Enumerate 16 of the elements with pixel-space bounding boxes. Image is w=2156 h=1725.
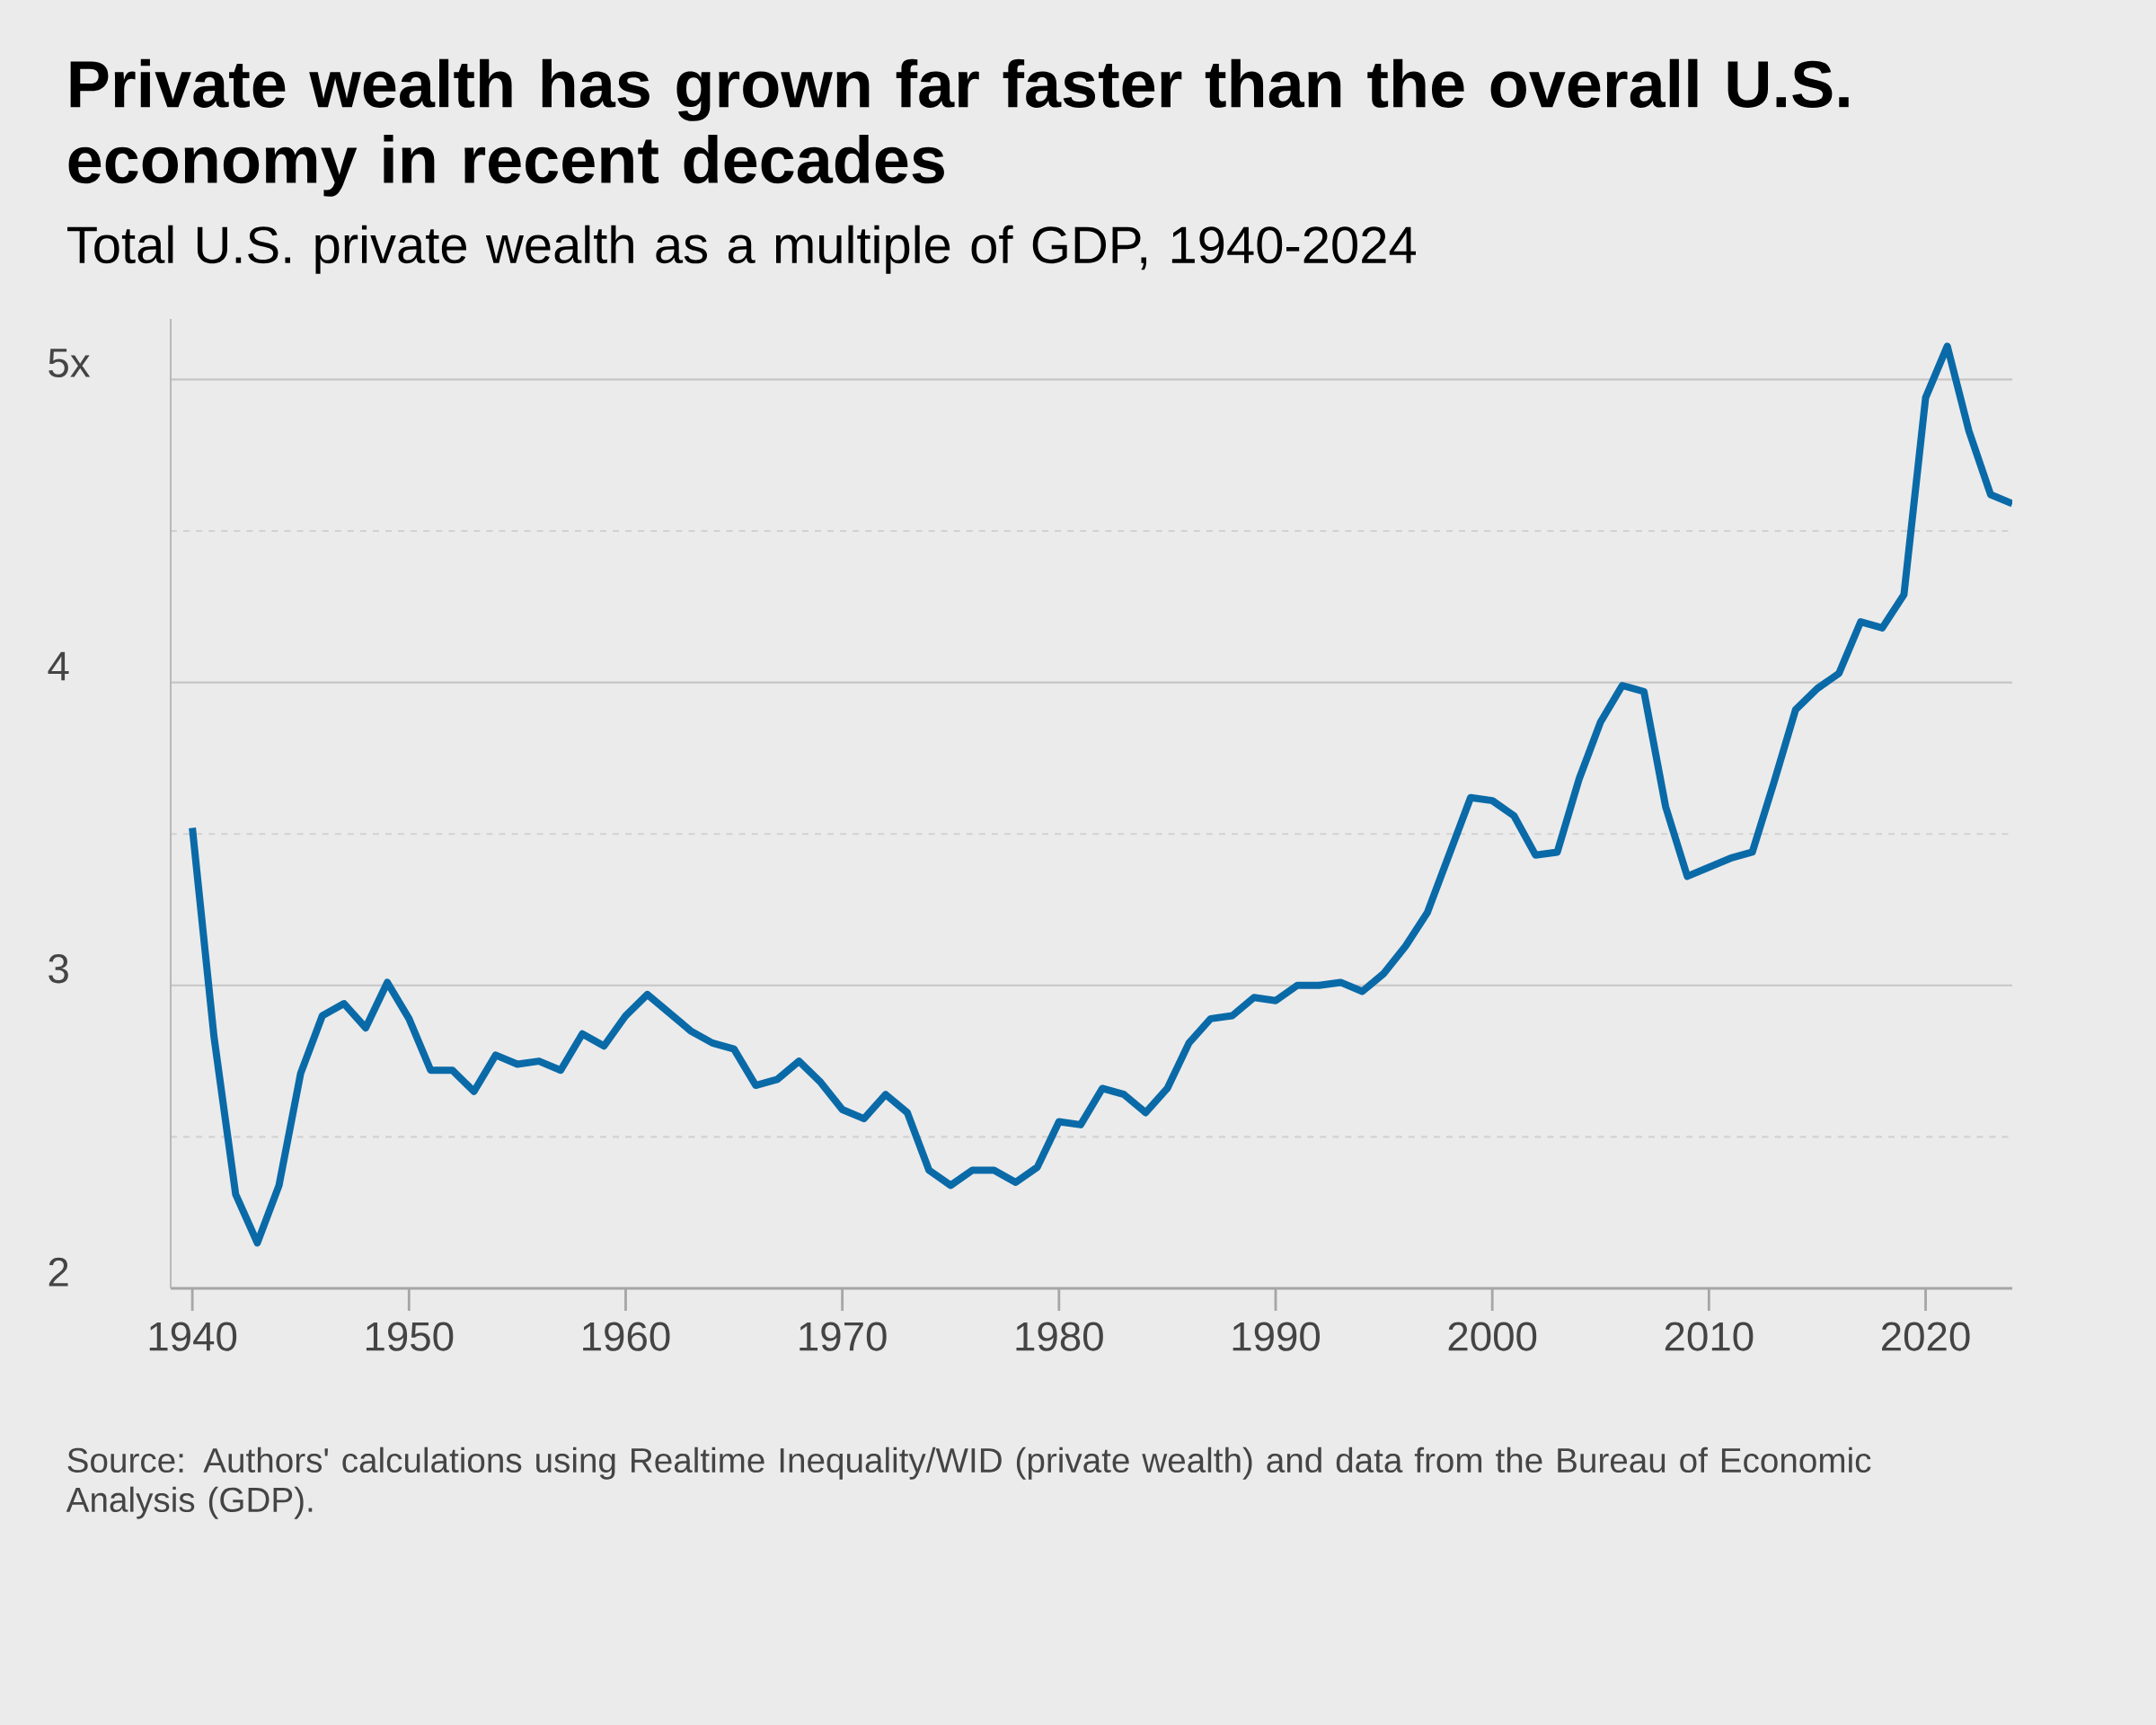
chart-subtitle: Total U.S. private wealth as a multiple of GDP, 1940-2024 — [67, 225, 1416, 274]
x-tick-label: 1940 — [149, 1322, 237, 1351]
x-tick-label: 1970 — [800, 1322, 887, 1351]
source-note: Source: Authors' calculations using Realtime Inequality/WID (private wealth) and data from the Bureau of Economic Analysis (GDP). — [66, 1446, 1871, 1519]
x-tick-label: 2020 — [1882, 1322, 1970, 1351]
x-tick-label: 1980 — [1016, 1322, 1103, 1351]
y-tick-label: 5x — [49, 349, 91, 377]
x-tick-label: 2000 — [1448, 1322, 1537, 1351]
y-tick-label: 2 — [49, 1257, 68, 1287]
x-tick-label: 1960 — [583, 1322, 670, 1351]
x-tick-label: 1950 — [366, 1322, 454, 1351]
y-tick-label: 4 — [48, 651, 69, 681]
x-tick-label: 2010 — [1665, 1322, 1754, 1351]
y-tick-label: 3 — [49, 954, 68, 984]
x-tick-label: 1990 — [1233, 1322, 1321, 1351]
chart-title: Private wealth has grown far faster than the overall U.S. economy in recent decades — [68, 58, 1849, 197]
